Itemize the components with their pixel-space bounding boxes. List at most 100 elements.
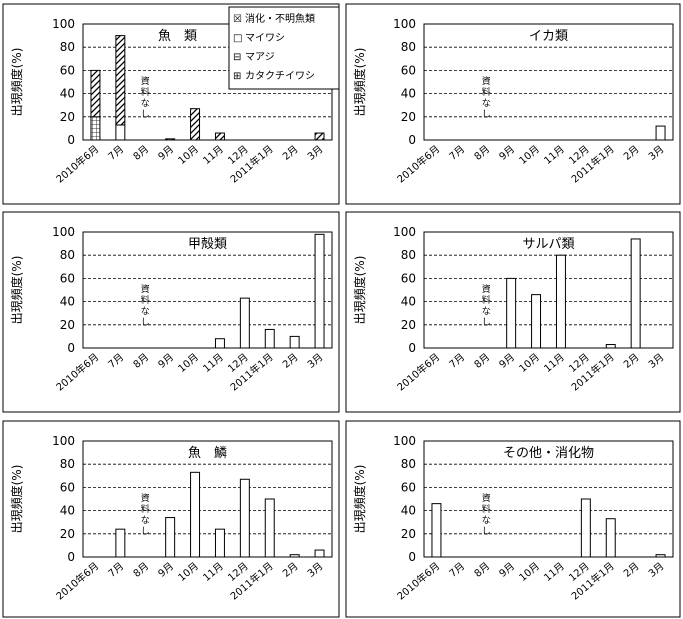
chart-title: その他・消化物 xyxy=(503,446,594,461)
y-tick-label: 60 xyxy=(60,63,75,77)
plot-area xyxy=(82,440,333,558)
legend-box xyxy=(228,6,340,90)
y-axis-label: 出現頻度(%) xyxy=(352,48,367,117)
y-tick-label: 60 xyxy=(401,63,416,77)
no-data-label: 資 xyxy=(482,75,491,87)
bar xyxy=(239,478,250,558)
y-tick-label: 80 xyxy=(60,40,75,54)
y-tick-label: 100 xyxy=(393,434,416,448)
bar-segment xyxy=(90,116,101,141)
bar-segment xyxy=(314,132,325,141)
plot-area xyxy=(423,231,674,349)
y-tick-label: 0 xyxy=(408,341,416,355)
y-tick-label: 60 xyxy=(60,271,75,285)
bar xyxy=(264,498,275,558)
y-tick-label: 20 xyxy=(401,318,416,332)
y-tick-label: 40 xyxy=(401,504,416,518)
y-tick-label: 100 xyxy=(52,17,75,31)
y-tick-label: 20 xyxy=(60,318,75,332)
y-tick-label: 40 xyxy=(60,504,75,518)
y-axis-label: 出現頻度(%) xyxy=(352,465,367,534)
chart-title: サルパ類 xyxy=(522,237,574,252)
no-data-label: な xyxy=(141,515,150,526)
bar xyxy=(580,498,591,558)
no-data-label: し xyxy=(141,526,150,537)
y-tick-label: 20 xyxy=(401,110,416,124)
bar xyxy=(655,554,666,558)
bar xyxy=(630,238,641,349)
y-tick-label: 100 xyxy=(52,225,75,239)
plot-area xyxy=(423,23,674,141)
legend-label: カタクチイワシ xyxy=(245,70,315,82)
bar xyxy=(239,297,250,349)
y-tick-label: 40 xyxy=(60,87,75,101)
bar xyxy=(605,518,616,558)
y-tick-label: 20 xyxy=(60,110,75,124)
y-tick-label: 80 xyxy=(401,248,416,262)
y-axis-label: 出現頻度(%) xyxy=(9,465,24,534)
bar xyxy=(214,338,225,349)
legend-label: 消化・不明魚類 xyxy=(245,12,315,25)
no-data-label: な xyxy=(482,515,491,526)
y-tick-label: 100 xyxy=(393,17,416,31)
no-data-label: し xyxy=(482,109,491,120)
y-tick-label: 80 xyxy=(60,457,75,471)
y-axis-label: 出現頻度(%) xyxy=(9,256,24,325)
y-tick-label: 80 xyxy=(60,248,75,262)
y-tick-label: 0 xyxy=(67,133,75,147)
panel-frame xyxy=(345,420,681,618)
no-data-label: 資 xyxy=(141,283,150,295)
no-data-label: な xyxy=(482,306,491,317)
bar-segment xyxy=(165,138,176,141)
y-tick-label: 40 xyxy=(401,87,416,101)
bar xyxy=(431,503,442,558)
bar-segment xyxy=(190,108,201,141)
chart-title: 甲殻類 xyxy=(188,237,227,252)
y-tick-label: 60 xyxy=(60,480,75,494)
legend-symbol: ⊟ xyxy=(233,52,241,63)
bar xyxy=(190,471,201,558)
y-axis-label: 出現頻度(%) xyxy=(9,48,24,117)
y-tick-label: 0 xyxy=(67,550,75,564)
y-tick-label: 0 xyxy=(67,341,75,355)
bar-segment xyxy=(115,35,126,126)
no-data-label: し xyxy=(482,526,491,537)
no-data-label: 資 xyxy=(141,75,150,87)
y-tick-label: 80 xyxy=(401,457,416,471)
bar-segment xyxy=(90,69,101,118)
panel-frame xyxy=(345,3,681,205)
legend-symbol: ⊞ xyxy=(233,71,241,82)
no-data-label: し xyxy=(141,317,150,328)
bar xyxy=(115,528,126,558)
y-tick-label: 100 xyxy=(52,434,75,448)
y-tick-label: 20 xyxy=(401,527,416,541)
y-tick-label: 60 xyxy=(401,480,416,494)
no-data-label: 資 xyxy=(141,492,150,504)
y-tick-label: 40 xyxy=(60,295,75,309)
y-tick-label: 0 xyxy=(408,550,416,564)
y-tick-label: 60 xyxy=(401,271,416,285)
chart-title: イカ類 xyxy=(529,29,568,44)
bar-segment xyxy=(115,124,126,141)
bar xyxy=(214,528,225,558)
bar xyxy=(289,554,300,558)
bar xyxy=(314,549,325,558)
no-data-label: 料 xyxy=(482,503,491,515)
bar xyxy=(165,517,176,558)
no-data-label: し xyxy=(141,109,150,120)
no-data-label: 料 xyxy=(482,86,491,98)
bar xyxy=(555,254,566,349)
y-tick-label: 20 xyxy=(60,527,75,541)
bar xyxy=(531,294,542,349)
y-tick-label: 80 xyxy=(401,40,416,54)
bar xyxy=(264,328,275,349)
bar xyxy=(605,344,616,349)
legend-symbol: □ xyxy=(233,33,242,44)
legend-symbol: ☒ xyxy=(233,14,242,25)
no-data-label: な xyxy=(482,98,491,109)
